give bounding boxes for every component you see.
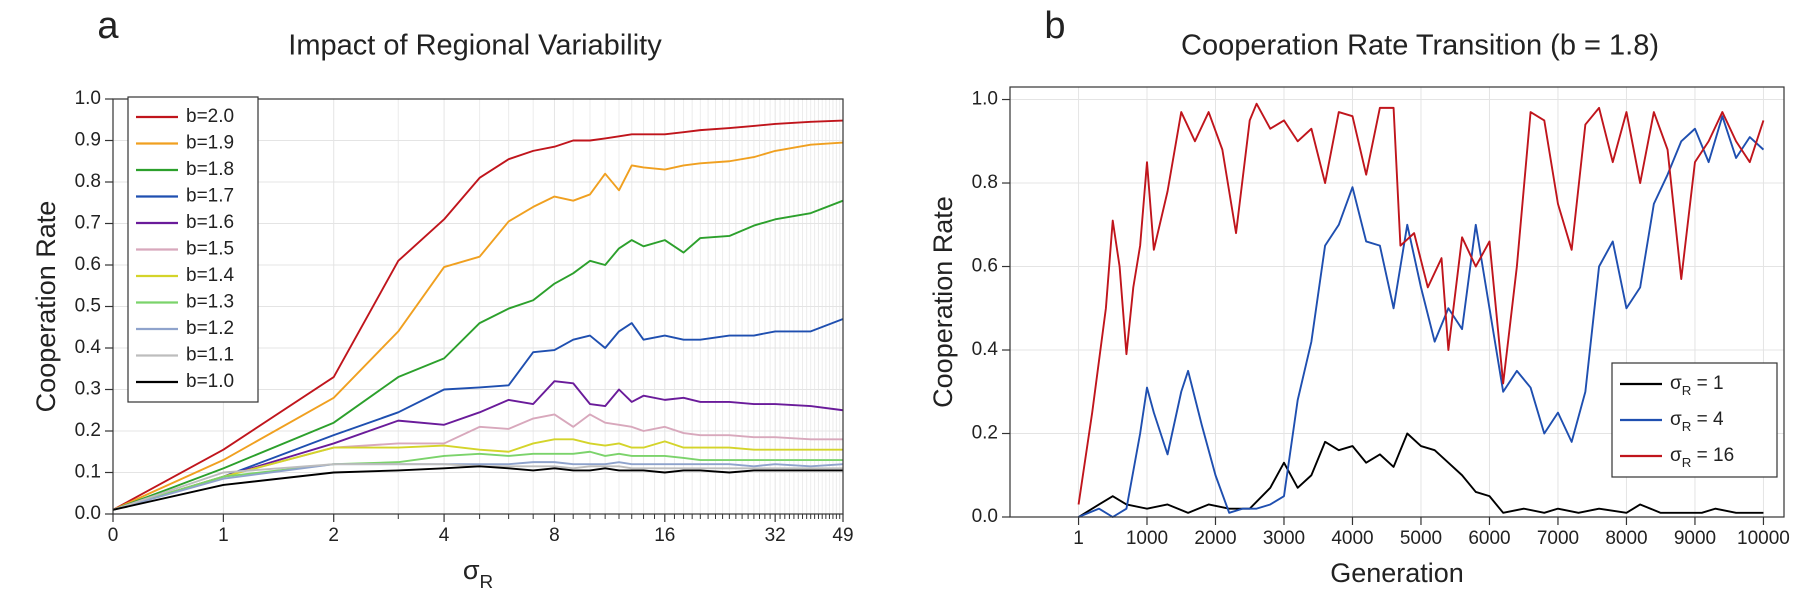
y-tick-label: 0.0 <box>972 506 998 527</box>
x-tick-label: 49 <box>832 525 853 546</box>
y-tick-label: 0.6 <box>972 256 998 277</box>
series-line <box>112 380 844 511</box>
legend-label: b=1.8 <box>186 159 234 180</box>
series-line <box>112 438 843 511</box>
x-tick-label: 9000 <box>1674 528 1716 549</box>
x-tick-label: 0 <box>108 525 119 546</box>
y-tick-label: 0.4 <box>75 337 102 358</box>
series-line <box>1078 115 1765 518</box>
legend-label: b=1.3 <box>186 292 234 313</box>
y-axis-label: Cooperation Rate <box>928 196 958 408</box>
series-line <box>1077 102 1765 505</box>
label-part: σ <box>1670 409 1682 430</box>
y-tick-label: 1.0 <box>75 88 101 109</box>
series-line <box>112 119 844 511</box>
x-tick-label: 1 <box>1073 528 1084 549</box>
legend-label: b=1.2 <box>186 318 234 339</box>
y-axis-label: Cooperation Rate <box>31 201 61 413</box>
x-tick-label: 1000 <box>1126 528 1168 549</box>
legend-label: b=1.7 <box>186 186 234 207</box>
label-part: σ <box>1670 373 1682 394</box>
chart-title: Cooperation Rate Transition (b = 1.8) <box>1181 30 1659 62</box>
x-axis-label: σR <box>463 555 493 592</box>
label-part: = 16 <box>1691 445 1734 466</box>
series-line <box>112 413 843 511</box>
x-tick-label: 8 <box>549 525 560 546</box>
plot-frame <box>112 98 844 515</box>
y-tick-label: 0.4 <box>972 339 999 360</box>
x-tick-label: 6000 <box>1468 528 1510 549</box>
legend-label: b=1.4 <box>186 265 235 286</box>
series-line <box>112 450 843 511</box>
legend-label: b=2.0 <box>186 106 234 127</box>
x-tick-label: 4000 <box>1331 528 1373 549</box>
y-tick-label: 0.6 <box>75 254 101 275</box>
y-tick-label: 0.8 <box>75 171 101 192</box>
y-tick-label: 0.3 <box>75 379 101 400</box>
label-part: = 4 <box>1691 409 1724 430</box>
y-tick-label: 0.7 <box>75 213 101 234</box>
x-tick-label: 2000 <box>1194 528 1236 549</box>
legend-label: σR = 16 <box>1670 445 1734 470</box>
x-tick-label: 1 <box>218 525 229 546</box>
legend-label: b=1.5 <box>186 239 234 260</box>
x-tick-label: 7000 <box>1537 528 1579 549</box>
subscript: R <box>1682 455 1692 470</box>
y-tick-label: 0.0 <box>75 503 101 524</box>
legend-label: σR = 4 <box>1670 409 1724 434</box>
y-tick-label: 0.5 <box>75 296 101 317</box>
subscript: R <box>1682 383 1692 398</box>
label-part: σ <box>463 555 480 585</box>
x-axis-label: Generation <box>1330 558 1464 588</box>
chart-title: Impact of Regional Variability <box>288 30 662 62</box>
x-tick-label: 5000 <box>1400 528 1442 549</box>
y-tick-label: 0.8 <box>972 172 998 193</box>
series-line <box>112 465 843 511</box>
legend-label: σR = 1 <box>1670 373 1724 398</box>
x-tick-label: 4 <box>439 525 450 546</box>
series-line <box>112 318 844 511</box>
label-part: = 1 <box>1691 373 1723 394</box>
label-part: Generation <box>1330 558 1464 588</box>
y-tick-label: 0.2 <box>75 420 101 441</box>
y-tick-label: 0.1 <box>75 462 101 483</box>
x-tick-label: 8000 <box>1605 528 1647 549</box>
x-tick-label: 3000 <box>1263 528 1305 549</box>
panel-label: a <box>97 5 119 47</box>
y-tick-label: 0.9 <box>75 130 101 151</box>
panel-label: b <box>1044 5 1065 47</box>
x-tick-label: 16 <box>654 525 675 546</box>
x-tick-label: 2 <box>328 525 339 546</box>
y-tick-label: 0.2 <box>972 423 998 444</box>
subscript: R <box>480 572 494 593</box>
subscript: R <box>1682 419 1692 434</box>
series-line <box>112 141 844 511</box>
legend-label: b=1.1 <box>186 345 234 366</box>
series-line <box>1078 432 1764 518</box>
label-part: σ <box>1670 445 1682 466</box>
legend-label: b=1.9 <box>186 133 234 154</box>
plot-frame <box>1009 86 1785 518</box>
legend-label: b=1.0 <box>186 371 234 392</box>
y-tick-label: 1.0 <box>972 89 998 110</box>
series-line <box>112 199 844 511</box>
legend-label: b=1.6 <box>186 212 234 233</box>
series-line <box>112 463 843 511</box>
x-tick-label: 10000 <box>1737 528 1790 549</box>
x-tick-label: 32 <box>765 525 786 546</box>
